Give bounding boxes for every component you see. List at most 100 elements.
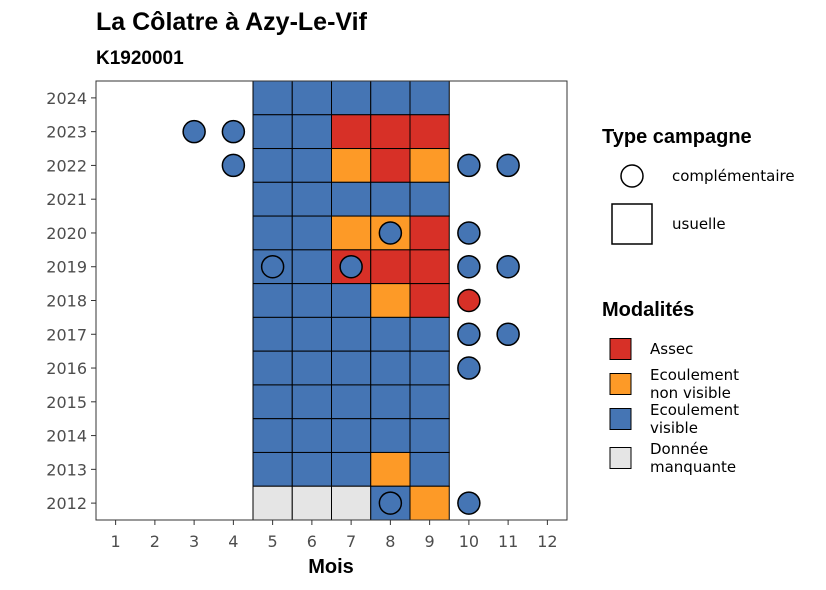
tile-2020-9: [409, 215, 450, 251]
tile-2022-7: [331, 148, 372, 183]
tile-2022-9: [409, 148, 450, 183]
tile-2023-5: [252, 114, 293, 150]
point-2020-10: [457, 221, 481, 245]
x-tick-label-12: 12: [537, 532, 557, 551]
point-2012-8: [378, 491, 403, 515]
y-tick-label-2016: 2016: [46, 359, 87, 378]
x-tick-label-1: 1: [111, 532, 121, 551]
legend-label-complementaire: complémentaire: [672, 167, 795, 185]
point-2012-10: [457, 491, 481, 515]
tile-2015-8: [370, 384, 411, 420]
tile-2013-8: [370, 451, 411, 487]
tile-2019-8: [370, 249, 411, 285]
x-axis: 1 2 3 4 5 6 7 8 9 10 11 12: [111, 520, 558, 551]
x-tick-label-9: 9: [425, 532, 435, 551]
tile-2020-5: [252, 215, 293, 251]
legend-type-campagne: Type campagne complémentaire usuelle: [602, 126, 795, 245]
y-tick-label-2024: 2024: [46, 89, 87, 108]
tile-2016-6: [291, 350, 332, 386]
legend-label-ecoulement-visible: Ecoulement visible: [650, 401, 739, 437]
y-tick-label-2023: 2023: [46, 123, 87, 142]
tile-2019-6: [291, 249, 332, 285]
tile-2015-6: [291, 384, 332, 420]
tile-2023-6: [291, 114, 332, 150]
tile-2016-5: [252, 350, 293, 386]
legend-swatch-assec: [609, 338, 632, 360]
tile-2012-9: [409, 485, 450, 521]
tile-2017-8: [370, 316, 411, 352]
tile-2014-8: [370, 418, 411, 453]
legend-label-assec: Assec: [650, 340, 693, 358]
tile-2019-9: [409, 249, 450, 285]
y-tick-label-2019: 2019: [46, 258, 87, 277]
x-tick-label-3: 3: [189, 532, 199, 551]
legend-label-ecoulement-non-visible: Ecoulement non visible: [650, 366, 739, 402]
point-2023-4: [221, 119, 246, 144]
y-tick-label-2012: 2012: [46, 494, 87, 513]
legend-swatch-donn-e-manquante: [609, 447, 632, 469]
tile-2024-9: [409, 80, 450, 116]
point-2019-7: [339, 254, 363, 279]
tile-2017-7: [331, 316, 372, 352]
tile-2018-8: [370, 283, 411, 318]
y-axis: 2012 2013 2014 2015 2016 2017 2018 2019 2020 2021…: [46, 89, 96, 513]
tile-2016-7: [331, 350, 372, 386]
x-tick-label-6: 6: [307, 532, 317, 551]
y-tick-label-2021: 2021: [46, 190, 87, 209]
tile-2014-9: [409, 418, 450, 453]
tile-2018-5: [252, 283, 293, 318]
chart-subtitle: K1920001: [96, 48, 184, 69]
y-tick-label-2013: 2013: [46, 460, 87, 479]
y-tick-label-2022: 2022: [46, 156, 87, 175]
y-tick-label-2020: 2020: [46, 224, 87, 243]
tile-2018-7: [331, 283, 372, 318]
tile-2013-5: [252, 451, 293, 487]
tile-2012-6: [291, 485, 332, 521]
x-tick-label-5: 5: [268, 532, 278, 551]
tile-2022-6: [291, 148, 332, 183]
x-tick-label-7: 7: [346, 532, 356, 551]
point-2019-10: [457, 254, 481, 279]
tile-2013-6: [291, 451, 332, 487]
tile-2014-5: [252, 418, 293, 453]
y-tick-label-2015: 2015: [46, 393, 87, 412]
tile-2024-7: [331, 80, 372, 116]
x-tick-label-8: 8: [385, 532, 395, 551]
y-tick-label-2014: 2014: [46, 427, 87, 446]
tile-2022-5: [252, 148, 293, 183]
legend-label-usuelle: usuelle: [672, 215, 726, 233]
tile-2021-7: [331, 181, 372, 217]
tile-2021-6: [291, 181, 332, 217]
tile-2013-9: [409, 451, 450, 487]
point-2022-11: [496, 153, 520, 178]
legend-modalites: Modalités Assec Ecoulement non visibleEcou…: [602, 299, 739, 476]
y-tick-label-2018: 2018: [46, 292, 87, 311]
point-2017-10: [457, 322, 481, 347]
tile-2017-6: [291, 316, 332, 352]
tile-2016-8: [370, 350, 411, 386]
tile-2018-6: [291, 283, 332, 318]
tile-2012-7: [331, 485, 372, 521]
tile-2021-5: [252, 181, 293, 217]
tile-2017-9: [409, 316, 450, 352]
tile-2024-6: [291, 80, 332, 116]
x-tick-label-4: 4: [228, 532, 238, 551]
legend-swatch-ecoulement-visible: [609, 408, 632, 430]
point-2020-8: [378, 221, 403, 245]
point-2018-10: [457, 288, 481, 313]
tile-2024-5: [252, 80, 293, 116]
tile-2015-7: [331, 384, 372, 420]
point-2019-5: [260, 254, 285, 279]
point-2016-10: [457, 356, 481, 380]
point-2023-3: [182, 119, 206, 144]
point-2022-4: [221, 153, 246, 178]
point-2019-11: [496, 254, 520, 279]
tile-2023-8: [370, 114, 411, 150]
legend-key-complementaire: [620, 164, 644, 188]
tile-2014-7: [331, 418, 372, 453]
tile-2022-8: [370, 148, 411, 183]
tile-2012-5: [252, 485, 293, 521]
tile-2020-7: [331, 215, 372, 251]
tile-2015-9: [409, 384, 450, 420]
